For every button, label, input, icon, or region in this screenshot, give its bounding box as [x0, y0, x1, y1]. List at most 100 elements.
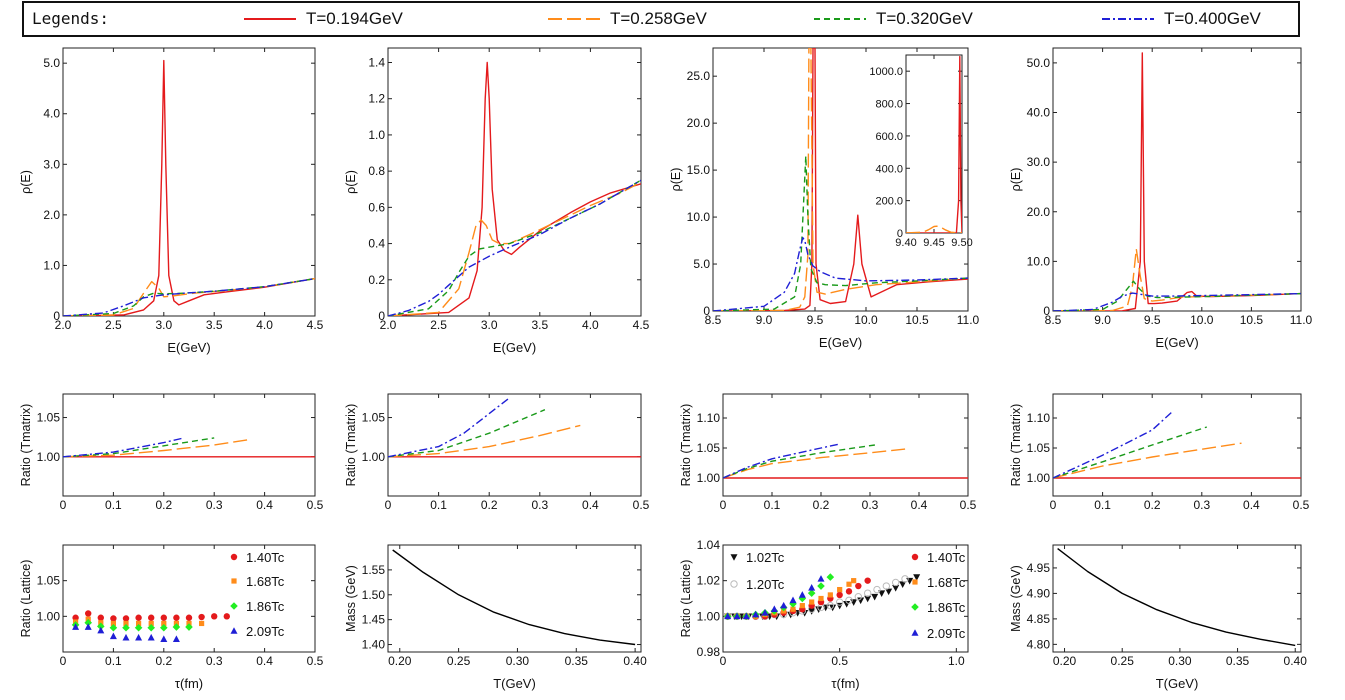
y-axis-label: Ratio (Tmatrix) — [344, 404, 358, 487]
y-tick-label: 800.0 — [875, 99, 903, 111]
data-point-1.68Tc — [851, 578, 857, 584]
x-tick-label: 9.45 — [923, 237, 944, 249]
x-tick-label: 0 — [60, 654, 67, 668]
series-line-T=0.258GeV — [906, 225, 962, 233]
x-tick-label: 0.5 — [831, 654, 848, 668]
data-point-2.09Tc — [147, 633, 155, 641]
x-tick-label: 9.5 — [807, 313, 824, 327]
series-line-T=0.400GeV — [723, 443, 841, 479]
y-tick-label: 10.0 — [1027, 254, 1051, 268]
plot-frame — [387, 47, 642, 317]
x-tick-label: 0.5 — [307, 498, 324, 512]
data-point-1.86Tc — [807, 589, 816, 597]
legend-swatch-1 — [548, 18, 600, 20]
plot-frame — [62, 47, 316, 317]
data-point-1.02Tc — [864, 595, 872, 603]
data-point-1.40Tc — [85, 610, 92, 617]
x-tick-label: 0.20 — [1053, 654, 1077, 668]
data-point-2.09Tc — [752, 610, 760, 618]
x-tick-label: 0.5 — [307, 654, 324, 668]
y-tick-label: 0.8 — [368, 164, 385, 178]
x-tick-label: 0 — [385, 498, 392, 512]
data-point-1.02Tc — [857, 597, 865, 605]
data-point-1.20Tc — [845, 596, 853, 604]
data-point-1.68Tc — [827, 592, 833, 598]
data-point-1.02Tc — [808, 608, 816, 615]
series-line-T=0.258GeV — [723, 447, 910, 479]
data-point-2.09Tc — [798, 591, 806, 598]
y-tick-label: 0 — [703, 304, 710, 318]
y-tick-label: 0.6 — [368, 200, 385, 214]
series-group — [392, 549, 636, 646]
x-tick-label: 0.3 — [206, 654, 223, 668]
y-tick-label: 1.40 — [362, 638, 386, 652]
x-tick-label: 0.4 — [1243, 498, 1260, 512]
series-group — [723, 573, 921, 621]
series-line-T=0.194GeV — [388, 61, 641, 316]
x-tick-label: 0.35 — [565, 654, 589, 668]
data-point-1.20Tc — [882, 582, 891, 590]
x-axis-label: E(GeV) — [1155, 335, 1198, 350]
x-tick-label: 10.0 — [1190, 313, 1214, 327]
data-point-1.86Tc — [109, 623, 118, 632]
data-point-1.02Tc — [871, 593, 879, 601]
legend-marker-1.40Tc — [911, 553, 919, 561]
legend-title: Legends: — [32, 9, 110, 28]
series-group — [1053, 52, 1301, 311]
data-point-1.40Tc — [173, 614, 180, 621]
x-tick-label: 0.2 — [481, 498, 498, 512]
y-axis-label: Ratio (Tmatrix) — [19, 404, 33, 487]
y-tick-label: 0 — [897, 228, 903, 240]
plot-frame — [387, 544, 642, 653]
legend-label-2.09Tc: 2.09Tc — [927, 626, 966, 641]
data-point-1.68Tc — [161, 620, 167, 627]
series-group — [1057, 548, 1296, 647]
y-tick-label: 1.05 — [37, 411, 61, 425]
data-point-1.68Tc — [199, 620, 205, 627]
x-tick-label: 9.5 — [1144, 313, 1161, 327]
data-point-1.68Tc — [790, 606, 796, 612]
x-tick-label: 11.0 — [1290, 313, 1313, 327]
legend-swatch-3 — [1102, 18, 1154, 20]
y-tick-label: 50.0 — [1027, 56, 1051, 70]
data-point-2.09Tc — [160, 635, 168, 642]
y-tick-label: 0 — [378, 309, 385, 323]
legend-label-2: T=0.320GeV — [876, 9, 973, 28]
data-point-1.20Tc — [826, 601, 835, 610]
legend-label-1.40Tc: 1.40Tc — [927, 550, 966, 565]
y-tick-label: 3.0 — [43, 157, 60, 171]
legend-swatch-2 — [814, 18, 866, 20]
legend-marker-2.09Tc — [911, 629, 919, 636]
y-tick-label: 1.4 — [368, 55, 385, 69]
data-point-1.02Tc — [899, 581, 907, 589]
y-tick-label: 4.0 — [43, 107, 60, 121]
data-point-1.68Tc — [123, 620, 129, 627]
x-tick-label: 0.4 — [911, 498, 928, 512]
plot-frame — [387, 393, 642, 497]
data-point-1.68Tc — [110, 620, 116, 627]
x-axis-label: τ(fm) — [831, 676, 859, 691]
x-tick-label: 0.4 — [256, 498, 273, 512]
panel-rho-charm-zoom: 2.0 2.5 3.0 3.5 4.0 4.5 0 0.2 0.4 0.6 0.8 1.0 1.2 1.4… — [344, 47, 650, 355]
series-line — [392, 549, 636, 646]
x-tick-label: 0 — [720, 498, 727, 512]
y-tick-label: 200.0 — [875, 196, 903, 208]
panel-ratio-tmatrix-2: 0 0.1 0.2 0.3 0.4 0.5 1.00 1.05 Ratio (Tmatrix) — [344, 393, 650, 512]
data-point-1.40Tc — [211, 613, 218, 620]
plot-frame — [722, 393, 969, 497]
y-tick-label: 1.00 — [362, 450, 386, 464]
series-line-T=0.320GeV — [713, 155, 968, 311]
data-point-1.86Tc — [172, 623, 181, 631]
x-tick-label: 10.0 — [854, 313, 878, 327]
x-tick-label: 0.3 — [531, 498, 548, 512]
x-tick-label: 0.2 — [1144, 498, 1161, 512]
x-tick-label: 0.20 — [388, 654, 412, 668]
series-group — [388, 61, 641, 316]
y-axis-label: ρ(E) — [19, 170, 33, 194]
data-point-1.20Tc — [873, 585, 881, 594]
series-line-T=0.400GeV — [1053, 292, 1301, 311]
data-point-1.86Tc — [147, 623, 155, 632]
plot-frame — [1052, 393, 1302, 497]
data-point-1.20Tc — [863, 589, 872, 597]
x-tick-label: 2.0 — [380, 318, 397, 332]
